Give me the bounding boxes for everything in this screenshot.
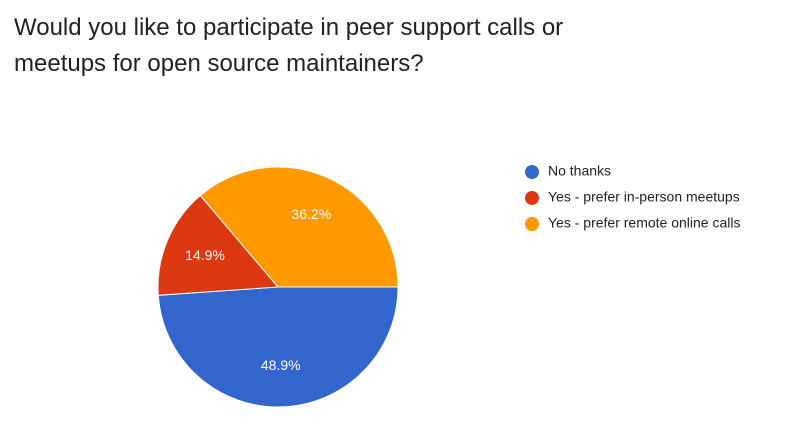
slice-label: 14.9% bbox=[185, 247, 225, 263]
legend-label: Yes - prefer remote online calls bbox=[548, 215, 740, 231]
legend-label: Yes - prefer in-person meetups bbox=[548, 189, 740, 205]
legend-marker bbox=[525, 217, 539, 231]
pie-slice bbox=[199, 166, 399, 288]
slice-label: 48.9% bbox=[261, 357, 301, 373]
pie-slice bbox=[157, 194, 280, 296]
legend-marker bbox=[525, 191, 539, 205]
chart-title: Would you like to participate in peer su… bbox=[14, 14, 564, 77]
slice-label: 36.2% bbox=[291, 206, 331, 222]
pie-slice bbox=[157, 286, 399, 408]
legend-marker bbox=[525, 165, 539, 179]
legend-label: No thanks bbox=[548, 163, 611, 179]
